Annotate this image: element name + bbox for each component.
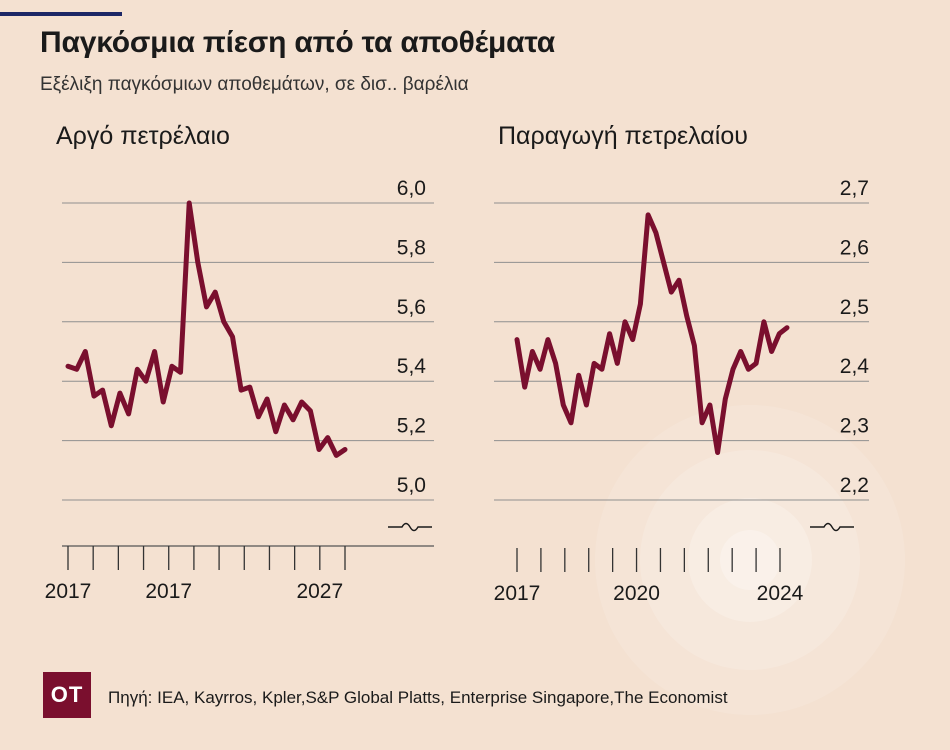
y-tick-label: 5,8: [397, 236, 426, 259]
series-line: [65, 200, 348, 458]
x-tick-label: 2027: [296, 580, 343, 603]
axis-break-icon: [388, 522, 432, 532]
crude-oil-chart-title: Αργό πετρέλαιο: [56, 122, 230, 150]
y-tick-label: 5,6: [397, 296, 426, 319]
x-tick-label: 2017: [145, 580, 192, 603]
y-tick-label: 5,2: [397, 415, 426, 438]
y-tick-label: 2,7: [840, 177, 869, 200]
y-tick-label: 2,5: [840, 296, 869, 319]
ot-logo: ΟΤ: [43, 672, 91, 718]
axis-break-icon: [810, 522, 854, 532]
series-line: [514, 212, 790, 455]
y-tick-label: 5,0: [397, 474, 426, 497]
y-tick-label: 6,0: [397, 177, 426, 200]
y-tick-label: 2,4: [840, 355, 870, 378]
x-tick-label: 2020: [613, 582, 660, 605]
page-title: Παγκόσμια πίεση από τα αποθέματα: [40, 26, 556, 59]
y-tick-label: 2,6: [840, 236, 869, 259]
page-subtitle: Εξέλιξη παγκόσμιων αποθεμάτων, σε δισ.. …: [40, 74, 469, 95]
oil-production-chart-title: Παραγωγή πετρελαίου: [498, 122, 748, 150]
source-note: Πηγή: IEA, Kayrros, Kpler,S&P Global Pla…: [108, 688, 728, 707]
y-tick-label: 5,4: [397, 355, 427, 378]
decorative-circles: [595, 405, 905, 715]
top-accent-rule: [0, 12, 122, 16]
x-tick-label: 2017: [45, 580, 92, 603]
crude-oil-chart: 5,0 5,2 5,4 5,6 5,8 6,0 2017 2017 2027: [45, 177, 434, 603]
y-tick-label: 2,3: [840, 415, 869, 438]
y-tick-label: 2,2: [840, 474, 869, 497]
x-tick-label: 2024: [757, 582, 804, 605]
x-tick-label: 2017: [494, 582, 541, 605]
oil-production-chart: 2,2 2,3 2,4 2,5 2,6 2,7 2017 2020 2024: [494, 177, 870, 605]
